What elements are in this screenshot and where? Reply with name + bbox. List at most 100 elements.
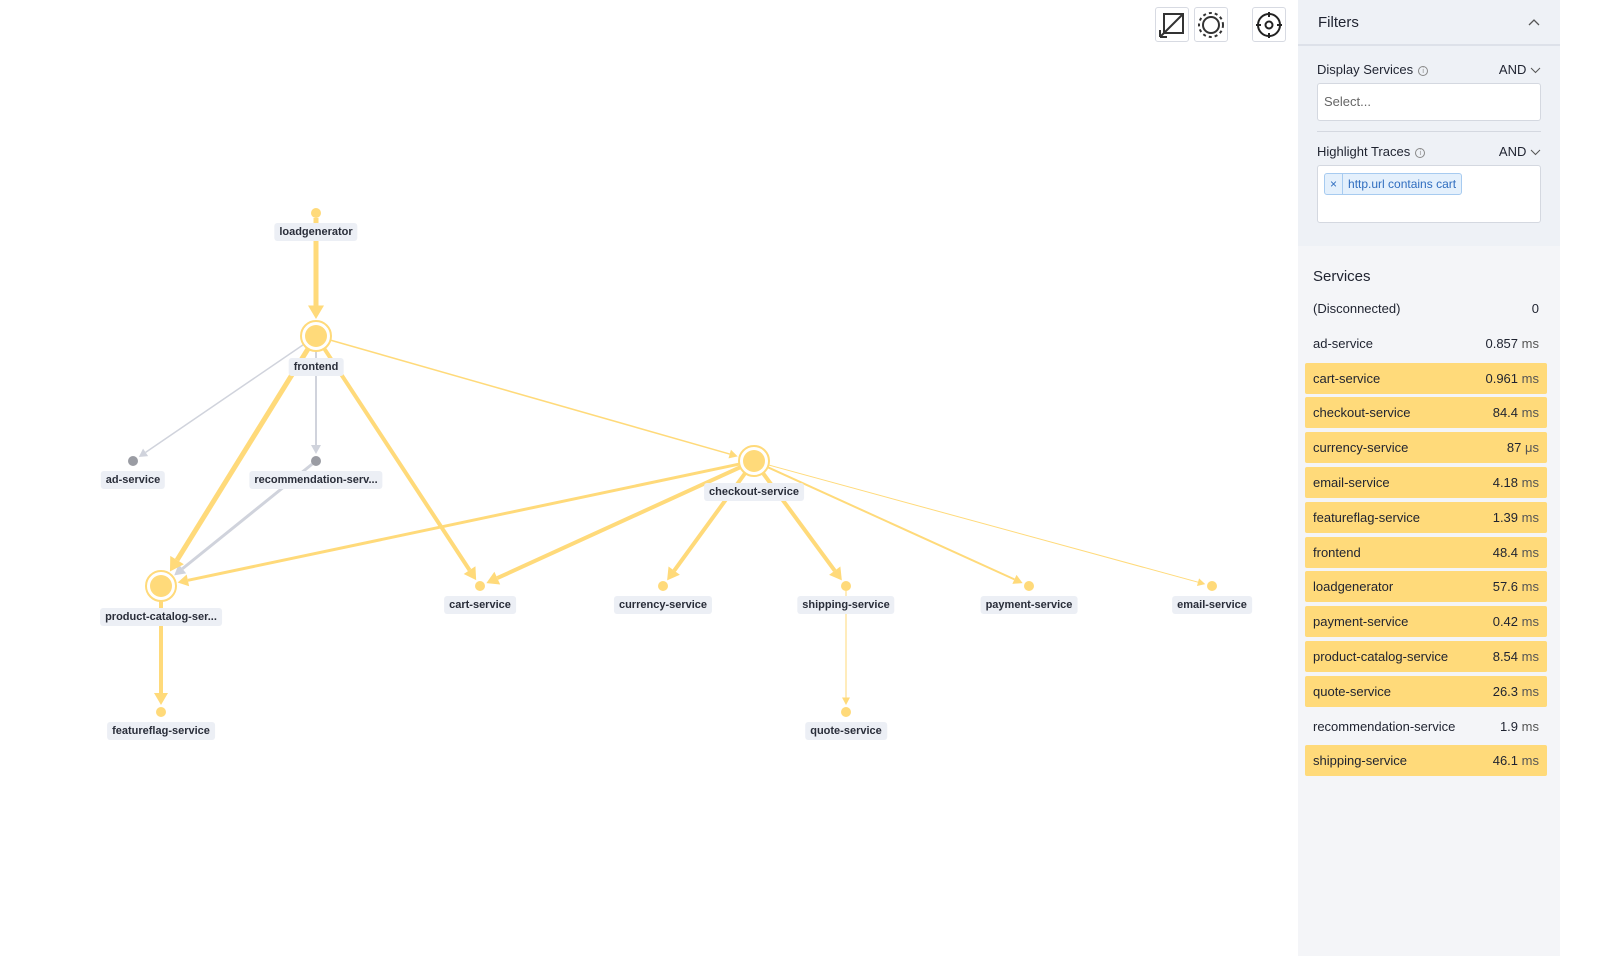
edge-arrow <box>177 574 190 587</box>
latency-value: 0.961 <box>1485 370 1519 386</box>
service-row[interactable]: ad-service 0.857 ms <box>1305 328 1547 359</box>
node-cart[interactable] <box>475 581 485 591</box>
service-row[interactable]: product-catalog-service 8.54 ms <box>1305 640 1547 672</box>
display-services-operator[interactable]: AND <box>1499 62 1541 77</box>
node-label[interactable]: checkout-service <box>704 483 804 501</box>
service-latency: 1.9 ms <box>1500 719 1539 734</box>
highlight-traces-operator[interactable]: AND <box>1499 144 1541 159</box>
service-row[interactable]: payment-service 0.42 ms <box>1305 606 1547 638</box>
services-list: (Disconnected) 0 ad-service 0.857 ms cart-se… <box>1298 293 1560 777</box>
service-name: cart-service <box>1313 370 1381 386</box>
service-row[interactable]: quote-service 26.3 ms <box>1305 675 1547 707</box>
node-dot <box>128 456 138 466</box>
latency-unit: ms <box>1521 753 1539 769</box>
node-loadgenerator[interactable] <box>311 208 321 218</box>
service-name: frontend <box>1313 544 1361 560</box>
node-label[interactable]: recommendation-serv... <box>249 471 383 489</box>
service-graph-canvas[interactable] <box>0 0 1298 956</box>
node-label[interactable]: product-catalog-ser... <box>100 608 222 626</box>
node-label[interactable]: loadgenerator <box>274 223 358 241</box>
service-row[interactable]: currency-service 87 μs <box>1305 432 1547 464</box>
service-name: (Disconnected) <box>1313 301 1401 316</box>
display-services-text: Display Services <box>1317 62 1414 77</box>
node-shipping[interactable] <box>841 581 851 591</box>
node-label[interactable]: email-service <box>1172 596 1252 614</box>
service-latency: 48.4 ms <box>1493 545 1539 560</box>
node-label[interactable]: frontend <box>288 358 344 376</box>
remove-tag-icon[interactable]: × <box>1325 174 1344 194</box>
info-icon[interactable]: i <box>1418 66 1429 76</box>
filters-title: Filters <box>1318 13 1359 31</box>
service-row[interactable]: frontend 48.4 ms <box>1305 536 1547 568</box>
service-row[interactable]: cart-service 0.961 ms <box>1305 362 1547 394</box>
service-map[interactable]: loadgenerator frontend ad-service recommend… <box>0 0 1298 956</box>
edge-line <box>496 465 742 580</box>
service-latency: 46.1 ms <box>1493 753 1539 768</box>
chevron-up-icon[interactable] <box>1528 18 1540 26</box>
node-dot <box>1024 581 1034 591</box>
node-email[interactable] <box>1207 581 1217 591</box>
service-row[interactable]: recommendation-service 1.9 ms <box>1305 711 1547 742</box>
latency-value: 0.42 <box>1492 614 1519 630</box>
node-label[interactable]: quote-service <box>805 722 887 740</box>
chevron-down-icon <box>1530 67 1541 74</box>
edge-checkout-payment[interactable] <box>767 466 1023 584</box>
highlight-traces-label: Highlight Traces i <box>1317 144 1426 159</box>
edge-line <box>330 339 730 455</box>
display-services-input[interactable]: Select... <box>1317 83 1541 121</box>
edge-checkout-cart[interactable] <box>486 465 742 585</box>
edge-frontend-ad[interactable] <box>138 343 305 458</box>
fit-view-icon <box>1159 12 1184 38</box>
edge-checkout-pc[interactable] <box>177 462 740 587</box>
latency-unit: ms <box>1521 614 1539 630</box>
service-latency: 57.6 ms <box>1493 579 1539 594</box>
recenter-button[interactable] <box>1252 7 1286 42</box>
node-currency[interactable] <box>658 581 668 591</box>
edge-frontend-checkout[interactable] <box>330 339 738 459</box>
layout-circle-button[interactable] <box>1194 7 1228 42</box>
node-label[interactable]: featureflag-service <box>107 722 215 740</box>
edge-frontend-cart[interactable] <box>322 347 477 581</box>
node-payment[interactable] <box>1024 581 1034 591</box>
highlight-traces-input[interactable]: × http.url contains cart <box>1317 165 1541 223</box>
node-pc[interactable] <box>145 570 177 602</box>
latency-unit: ms <box>1521 370 1539 386</box>
service-row[interactable]: featureflag-service 1.39 ms <box>1305 501 1547 533</box>
edge-arrow <box>842 697 850 705</box>
service-row[interactable]: email-service 4.18 ms <box>1305 466 1547 498</box>
node-quote[interactable] <box>841 707 851 717</box>
node-dot <box>156 707 166 717</box>
service-row[interactable]: shipping-service 46.1 ms <box>1305 745 1547 777</box>
edge-arrow <box>169 555 184 572</box>
node-label[interactable]: ad-service <box>100 471 166 489</box>
select-placeholder: Select... <box>1324 94 1371 109</box>
edge-arrow <box>463 566 477 581</box>
node-rec[interactable] <box>311 456 321 466</box>
node-dot <box>841 581 851 591</box>
latency-value: 1.39 <box>1492 509 1519 525</box>
edge-frontend-pc[interactable] <box>169 347 311 572</box>
edge-arrow <box>138 448 149 458</box>
node-label[interactable]: shipping-service <box>797 596 895 614</box>
latency-value: 84.4 <box>1492 405 1519 421</box>
edge-checkout-email[interactable] <box>768 464 1206 587</box>
latency-unit: ms <box>1521 544 1539 560</box>
service-row[interactable]: checkout-service 84.4 ms <box>1305 397 1547 429</box>
node-label[interactable]: cart-service <box>444 596 516 614</box>
node-frontend[interactable] <box>300 320 332 352</box>
node-label[interactable]: currency-service <box>613 596 713 614</box>
service-row[interactable]: loadgenerator 57.6 ms <box>1305 571 1547 603</box>
service-latency: 8.54 ms <box>1493 649 1539 664</box>
node-ad[interactable] <box>128 456 138 466</box>
edge-arrow <box>174 564 187 576</box>
node-label[interactable]: payment-service <box>980 596 1078 614</box>
service-name: checkout-service <box>1313 405 1411 421</box>
filters-header[interactable]: Filters <box>1298 0 1560 46</box>
service-name: recommendation-service <box>1313 718 1456 734</box>
edge-line <box>768 464 1199 583</box>
info-icon[interactable]: i <box>1415 148 1426 158</box>
node-checkout[interactable] <box>738 445 770 477</box>
service-row[interactable]: (Disconnected) 0 <box>1305 293 1547 324</box>
node-ff[interactable] <box>156 707 166 717</box>
fit-view-button[interactable] <box>1155 7 1189 42</box>
